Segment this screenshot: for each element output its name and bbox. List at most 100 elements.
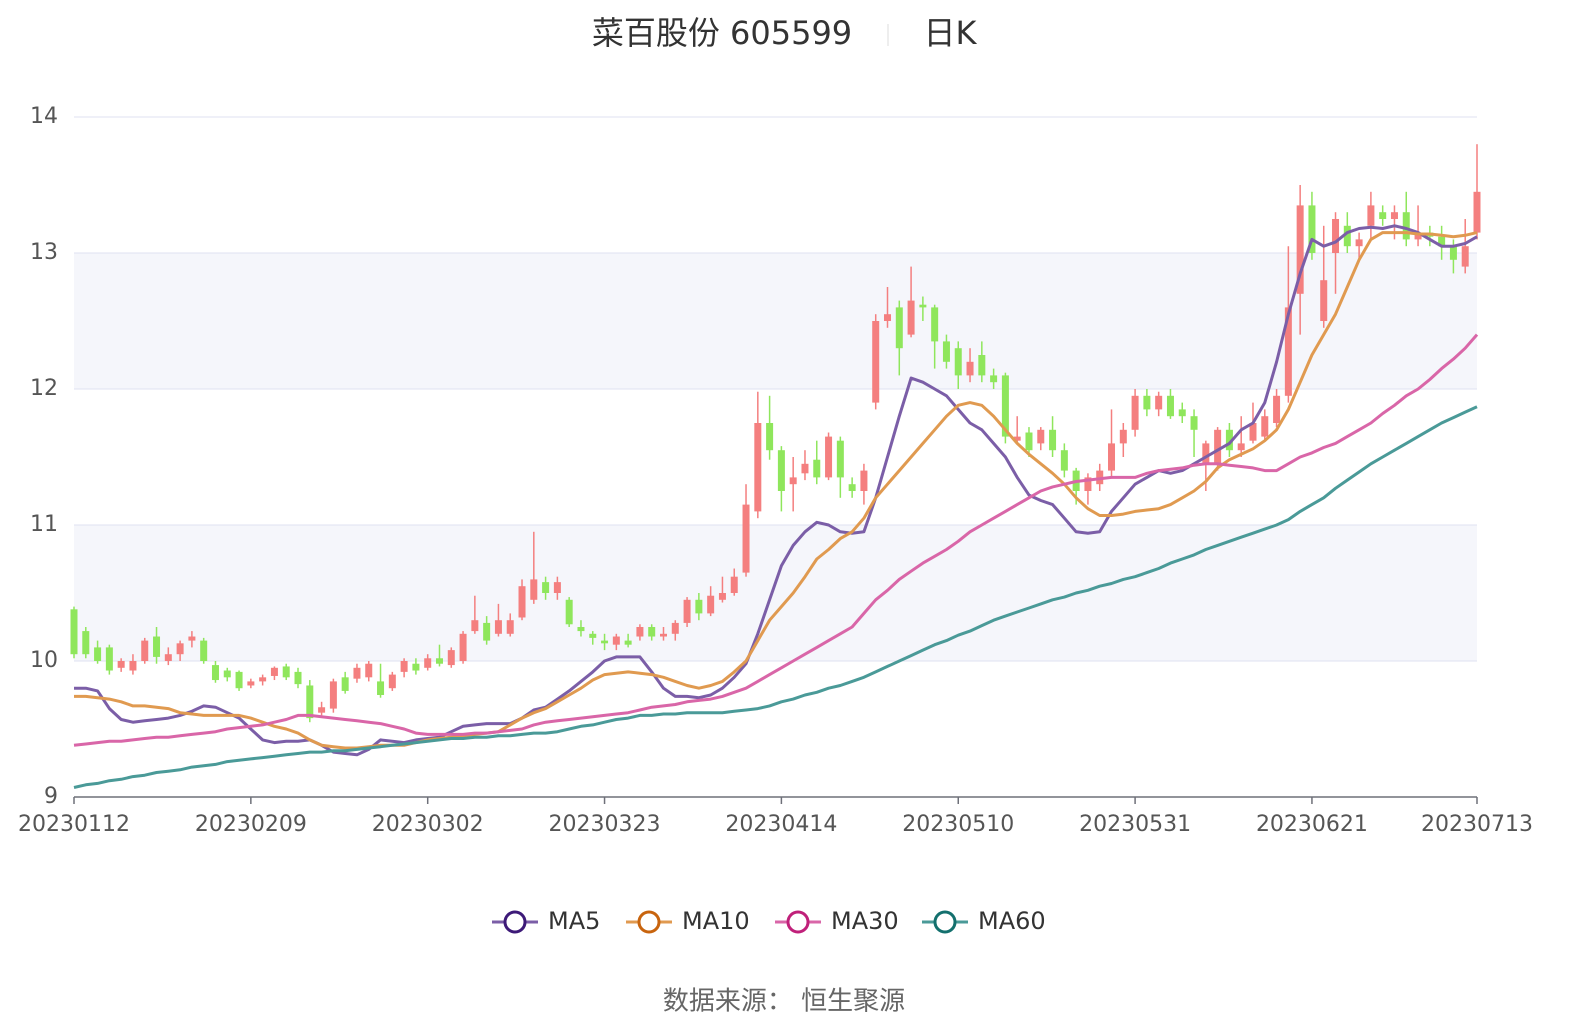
candle-body — [742, 504, 750, 573]
candle-body — [1084, 477, 1092, 491]
candle-body — [801, 463, 809, 474]
candle-body — [1119, 429, 1127, 444]
candle-body — [424, 658, 432, 668]
candle-body — [1449, 246, 1457, 260]
candle-body — [612, 636, 620, 645]
candle-body — [1143, 395, 1151, 410]
legend-label: MA30 — [831, 907, 899, 935]
candle-body — [70, 609, 78, 655]
candle-body — [990, 375, 998, 383]
candle-body — [377, 681, 385, 695]
candle-body — [766, 423, 774, 451]
candle-body — [648, 627, 656, 637]
candle-body — [105, 647, 113, 671]
candle-body — [1273, 395, 1281, 423]
candle-body — [400, 661, 408, 672]
candle-body — [942, 341, 950, 362]
candle-body — [1390, 212, 1398, 219]
x-tick-label: 20230302 — [372, 812, 484, 837]
candle-body — [1190, 416, 1198, 430]
candle-body — [1178, 409, 1186, 417]
candle-body — [1296, 205, 1304, 294]
x-tick-label: 20230112 — [18, 812, 130, 837]
legend-label: MA5 — [548, 907, 600, 935]
chart-title: 菜百股份 605599 — [592, 14, 852, 52]
candle-body — [954, 348, 962, 376]
candle-body — [447, 650, 455, 666]
candle-body — [141, 640, 149, 661]
candle-body — [530, 579, 538, 600]
candle-body — [777, 450, 785, 491]
candle-body — [1166, 395, 1174, 417]
candle-body — [200, 640, 208, 661]
candle-body — [82, 631, 90, 655]
candle-body — [565, 599, 573, 625]
candle-body — [907, 300, 915, 335]
candle-body — [872, 321, 880, 403]
chart-period: 日K — [924, 14, 978, 52]
candle-body — [1131, 395, 1139, 430]
candle-body — [789, 477, 797, 485]
candle-body — [1037, 429, 1045, 444]
legend-marker — [933, 910, 957, 934]
candle-body — [1202, 443, 1210, 464]
candle-body — [1214, 429, 1222, 464]
candle-body — [294, 671, 302, 685]
candle-body — [494, 620, 502, 634]
candle-body — [1308, 205, 1316, 253]
candle-body — [813, 459, 821, 478]
candle-body — [282, 666, 290, 678]
y-tick-label: 13 — [30, 240, 58, 265]
candle-body — [412, 663, 420, 671]
candle-body — [978, 355, 986, 376]
candle-body — [718, 593, 726, 600]
grid-band — [74, 253, 1477, 389]
candle-body — [270, 667, 278, 676]
candle-body — [1367, 205, 1375, 226]
legend-label: MA10 — [682, 907, 750, 935]
candle-body — [754, 423, 762, 512]
candle-body — [471, 620, 479, 632]
candle-body — [884, 314, 892, 321]
x-tick-label: 20230713 — [1421, 812, 1533, 837]
grid-band — [74, 525, 1477, 661]
candle-body — [117, 661, 125, 668]
candle-body — [483, 622, 491, 641]
candle-body — [1379, 212, 1387, 219]
candle-body — [1355, 239, 1363, 247]
candle-body — [94, 647, 102, 661]
candle-body — [895, 307, 903, 349]
candle-body — [1261, 416, 1269, 437]
candle-body — [636, 627, 644, 637]
candle-body — [1284, 307, 1292, 396]
ma-line — [73, 333, 1479, 747]
candle-body — [601, 640, 609, 644]
x-tick-label: 20230621 — [1256, 812, 1368, 837]
candle-body — [129, 661, 137, 671]
candle-body — [659, 633, 667, 637]
x-tick-label: 20230414 — [725, 812, 837, 837]
candle-body — [247, 681, 255, 686]
candle-body — [1060, 450, 1068, 471]
y-tick-label: 9 — [44, 784, 58, 809]
candle-body — [931, 307, 939, 342]
candle-body — [1049, 429, 1057, 451]
legend-marker — [786, 910, 810, 934]
candle-body — [542, 582, 550, 593]
candle-body — [223, 670, 231, 678]
candle-body — [235, 671, 243, 689]
candle-body — [1108, 443, 1116, 471]
y-tick-label: 11 — [30, 512, 58, 537]
candle-body — [388, 674, 396, 689]
candle-body — [188, 636, 196, 641]
candle-body — [211, 665, 219, 681]
candle-body — [730, 576, 738, 593]
candle-body — [577, 627, 585, 632]
candle-body — [836, 440, 844, 478]
candle-body — [1249, 423, 1257, 441]
candle-body — [365, 663, 373, 678]
candle-body — [860, 470, 868, 491]
candle-body — [176, 643, 184, 655]
candle-body — [1438, 236, 1446, 247]
candle-body — [848, 484, 856, 491]
